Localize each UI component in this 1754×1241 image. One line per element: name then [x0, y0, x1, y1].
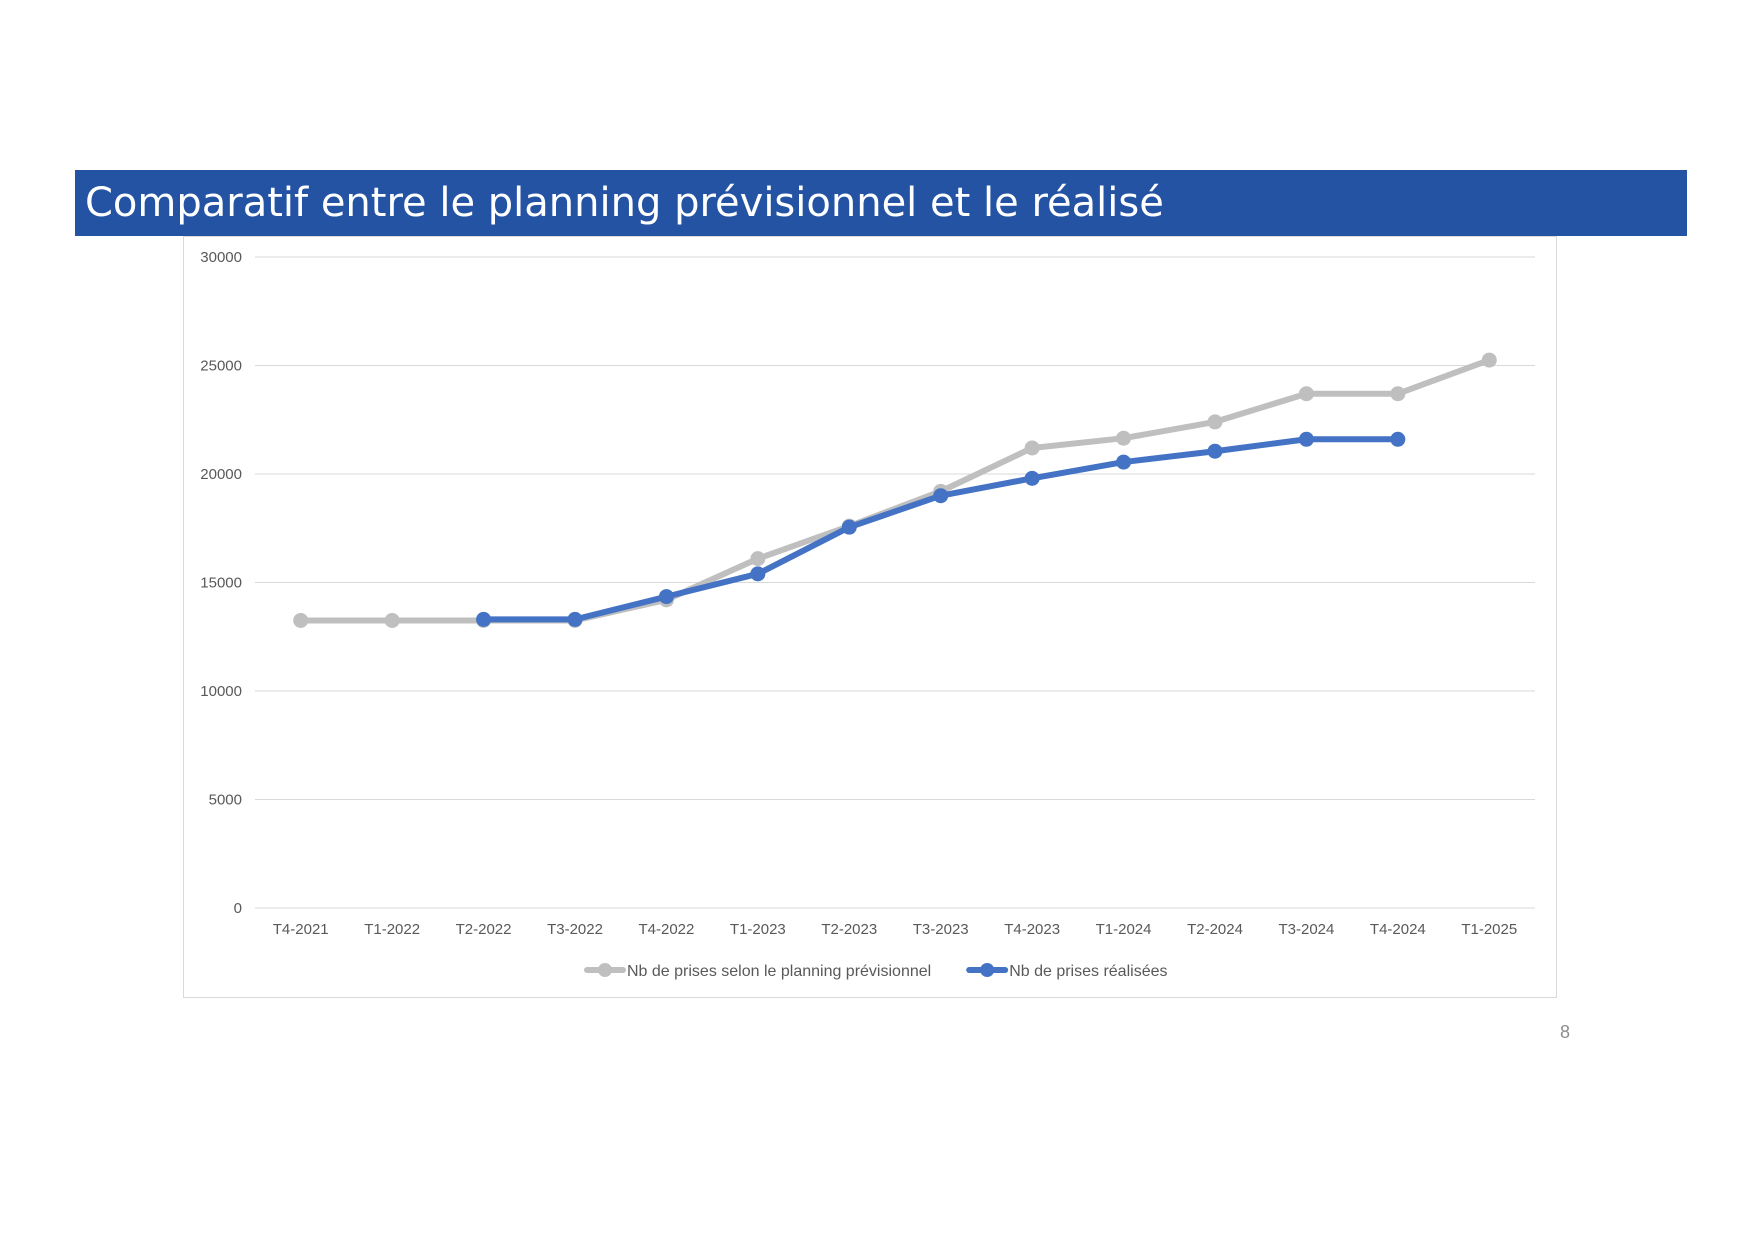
legend-item: Nb de prises selon le planning prévision…: [584, 963, 931, 980]
data-point: [750, 551, 766, 567]
data-point: [1116, 430, 1132, 446]
y-tick-label: 5000: [209, 792, 242, 809]
x-tick-label: T4-2024: [1370, 921, 1426, 938]
title-bar: Comparatif entre le planning prévisionne…: [75, 170, 1687, 236]
y-tick-label: 0: [234, 900, 242, 917]
data-point: [841, 519, 857, 535]
y-axis-ticks: 0 5000 10000 15000 20000 25000 30000: [200, 249, 242, 917]
data-point: [476, 611, 492, 627]
y-tick-label: 30000: [200, 249, 242, 266]
data-point: [933, 488, 949, 504]
data-point: [1116, 454, 1132, 470]
x-tick-label: T1-2024: [1096, 921, 1152, 938]
x-tick-label: T4-2022: [638, 921, 694, 938]
y-tick-label: 10000: [200, 683, 242, 700]
x-tick-label: T3-2024: [1278, 921, 1334, 938]
x-tick-label: T3-2023: [913, 921, 969, 938]
data-point: [1390, 386, 1406, 402]
data-point: [1298, 431, 1314, 447]
x-tick-label: T2-2023: [821, 921, 877, 938]
data-point: [293, 612, 309, 628]
legend-swatch-marker: [598, 963, 612, 977]
page-number: 8: [1559, 1022, 1570, 1042]
data-point: [1207, 414, 1223, 430]
legend-label: Nb de prises réalisées: [1009, 963, 1167, 980]
x-tick-label: T1-2022: [364, 921, 420, 938]
data-point: [1390, 431, 1406, 447]
data-point: [1481, 352, 1497, 368]
x-tick-label: T1-2023: [730, 921, 786, 938]
y-tick-label: 15000: [200, 575, 242, 592]
x-tick-label: T4-2021: [273, 921, 329, 938]
data-point: [1207, 443, 1223, 459]
x-tick-label: T3-2022: [547, 921, 603, 938]
data-point: [658, 589, 674, 605]
data-point: [567, 611, 583, 627]
gridlines: [255, 256, 1535, 909]
legend: Nb de prises selon le planning prévision…: [584, 963, 1167, 980]
line-chart: 0 5000 10000 15000 20000 25000 30000 T4-2021 T1…: [200, 249, 1535, 980]
series-line-1: [480, 436, 1401, 623]
data-point: [750, 566, 766, 582]
x-axis-ticks: T4-2021 T1-2022 T2-2022 T3-2022 T4-2022 T1-20…: [273, 921, 1517, 938]
y-tick-label: 20000: [200, 466, 242, 483]
data-point: [1298, 386, 1314, 402]
data-point: [384, 612, 400, 628]
legend-item: Nb de prises réalisées: [966, 963, 1167, 980]
data-point: [1024, 470, 1040, 486]
legend-label: Nb de prises selon le planning prévision…: [627, 963, 931, 980]
chart-frame: 0 5000 10000 15000 20000 25000 30000 T4-2021 T1…: [183, 236, 1557, 998]
data-point: [1024, 440, 1040, 456]
y-tick-label: 25000: [200, 358, 242, 375]
x-tick-label: T2-2024: [1187, 921, 1243, 938]
series-lines: [293, 352, 1497, 628]
slide-title: Comparatif entre le planning prévisionne…: [85, 180, 1164, 226]
legend-swatch-marker: [980, 963, 995, 977]
x-tick-label: T4-2023: [1004, 921, 1060, 938]
x-tick-label: T2-2022: [456, 921, 512, 938]
x-tick-label: T1-2025: [1461, 921, 1517, 938]
